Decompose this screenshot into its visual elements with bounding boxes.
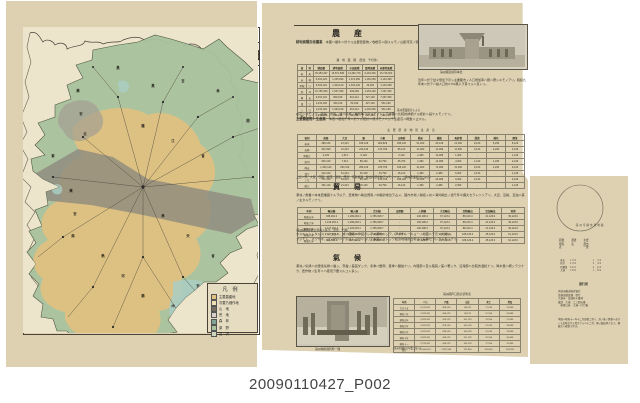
- svg-text:間: 間: [246, 118, 249, 123]
- svg-text:州: 州: [170, 304, 174, 308]
